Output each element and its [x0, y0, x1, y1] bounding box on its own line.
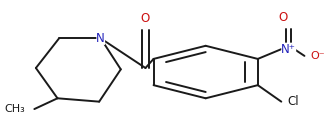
Text: O: O — [278, 11, 288, 24]
Text: CH₃: CH₃ — [4, 104, 25, 114]
Text: Cl: Cl — [288, 95, 299, 108]
Text: O: O — [141, 12, 150, 25]
Text: N⁺: N⁺ — [281, 43, 296, 56]
Text: N: N — [96, 32, 105, 45]
Text: O⁻: O⁻ — [310, 51, 325, 61]
